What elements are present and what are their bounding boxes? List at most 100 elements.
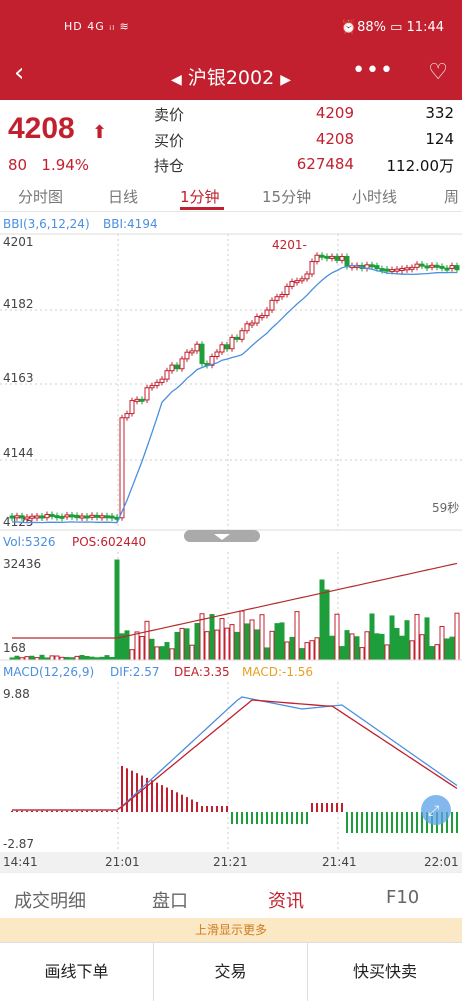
open-interest: 627484: [296, 155, 354, 173]
candle-body: [124, 413, 130, 419]
candle-body: [14, 515, 20, 519]
time-tick-0: 14:41: [3, 855, 38, 869]
candle-body: [84, 515, 90, 519]
quick-trade-button[interactable]: 快买快卖: [352, 962, 417, 981]
candle-body: [214, 351, 220, 358]
status-bar: HD 4G ᵢₗ ≋ ⏰88% ▭ 11:44: [0, 0, 462, 50]
tab-intraday[interactable]: 分时图: [18, 188, 64, 206]
price-tick-1: 4182: [3, 297, 34, 311]
volume-bar: [219, 618, 225, 661]
volume-bar: [189, 644, 195, 661]
trade-button[interactable]: 交易: [154, 943, 308, 1001]
candle-body: [64, 514, 70, 518]
candle-body: [194, 343, 200, 352]
candle-body: [284, 285, 290, 296]
candle-body: [449, 265, 455, 269]
volume-bar: [454, 612, 460, 661]
candle-body: [119, 417, 125, 519]
volume-bar: [414, 614, 420, 661]
time-axis-bg: [0, 852, 462, 872]
candle-body: [154, 381, 160, 387]
candle-body: [9, 515, 15, 519]
candle-body: [249, 322, 255, 326]
price-tick-0: 4201: [3, 235, 34, 249]
vol-label: Vol:5326: [3, 535, 56, 549]
volume-bar: [359, 647, 365, 661]
tab-daily[interactable]: 日线: [108, 188, 139, 206]
candle-body: [229, 336, 235, 350]
volume-bar: [49, 655, 55, 661]
volume-bar: [434, 644, 440, 661]
volume-bar: [329, 635, 335, 661]
candle-body: [379, 268, 385, 272]
tab-hourly[interactable]: 小时线: [352, 188, 398, 206]
volume-bar: [14, 655, 20, 661]
more-icon[interactable]: •••: [352, 58, 394, 83]
time-tick-3: 21:41: [322, 855, 357, 869]
candle-body: [279, 294, 285, 298]
favorite-icon[interactable]: ♡: [428, 60, 448, 85]
volume-bar: [184, 628, 190, 661]
next-contract-icon[interactable]: ▶: [280, 72, 291, 88]
candle-body: [34, 515, 40, 519]
ask-price: 4209: [315, 104, 354, 122]
volume-bar: [394, 628, 400, 661]
volume-bar: [179, 627, 185, 661]
volume-bar: [129, 649, 135, 661]
tab-news[interactable]: 资讯: [268, 891, 304, 912]
volume-bar: [269, 630, 275, 661]
candle-body: [174, 364, 180, 370]
kline-chart[interactable]: BBI(3,6,12,24) BBI:4194 4201 4182 4163 4…: [0, 212, 462, 872]
tab-trade-detail[interactable]: 成交明细: [14, 891, 86, 912]
dif-value: DIF:2.57: [110, 665, 160, 679]
draw-order-button[interactable]: 画线下单: [0, 943, 154, 1001]
volume-bar: [299, 648, 305, 661]
tab-1min[interactable]: 1分钟: [180, 188, 220, 206]
volume-bar: [374, 633, 380, 661]
volume-bar: [449, 636, 455, 661]
expand-arrows-icon: ⤢: [428, 803, 439, 819]
candle-body: [299, 278, 305, 282]
tab-f10[interactable]: F10: [386, 887, 420, 908]
volume-bar: [379, 633, 385, 661]
candle-body: [324, 255, 330, 259]
volume-bar: [84, 656, 90, 661]
candle-body: [44, 513, 50, 519]
candle-body: [389, 269, 395, 273]
bottom-tabs: 成交明细 盘口 资讯 F10: [0, 872, 462, 918]
candle-body: [89, 514, 95, 518]
candle-body: [74, 514, 80, 519]
volume-bar: [204, 631, 210, 661]
macd-tick-min: -2.87: [3, 837, 34, 851]
volume-bar: [349, 633, 355, 661]
volume-bar: [164, 642, 170, 661]
candle-body: [294, 280, 300, 284]
candle-body: [304, 273, 310, 280]
candle-body: [369, 264, 375, 268]
prev-contract-icon[interactable]: ◀: [170, 72, 182, 88]
volume-bar: [264, 647, 270, 661]
tab-weekly[interactable]: 周: [444, 188, 460, 206]
candle-body: [69, 514, 75, 518]
volume-bar: [54, 655, 60, 661]
candle-body: [344, 256, 350, 268]
tab-order-book[interactable]: 盘口: [152, 891, 188, 912]
volume-bar: [334, 613, 340, 661]
volume-bar: [199, 613, 205, 661]
bbi-line: [11, 264, 458, 524]
volume-bar: [384, 644, 390, 661]
volume-bar: [209, 614, 215, 661]
nav-bar: ‹ ◀ 沪银2002 ▶ ••• ♡: [0, 50, 462, 100]
candle-body: [319, 254, 325, 258]
volume-bar: [284, 641, 290, 661]
tab-15min[interactable]: 15分钟: [262, 188, 312, 206]
expand-icon[interactable]: [421, 795, 451, 825]
network-status: HD 4G ᵢₗ ≋: [64, 20, 130, 33]
candle-body: [274, 296, 280, 301]
candle-body: [444, 267, 450, 271]
back-icon[interactable]: ‹: [14, 58, 25, 88]
dea-line: [12, 699, 458, 811]
candle-body: [19, 515, 25, 519]
candle-body: [29, 515, 35, 519]
candle-body: [289, 280, 295, 287]
